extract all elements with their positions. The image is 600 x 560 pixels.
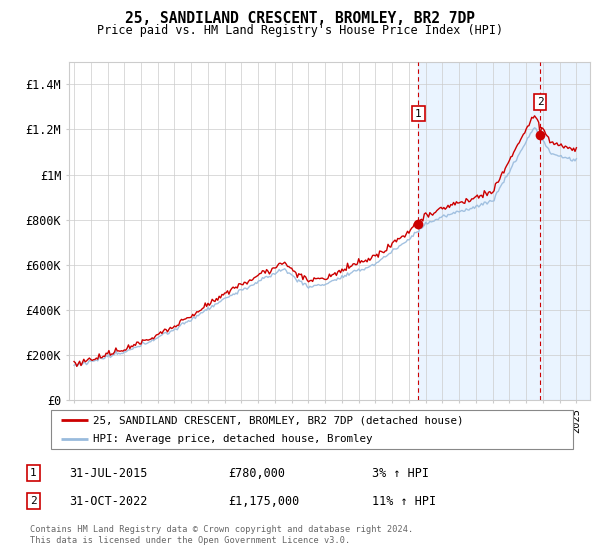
Text: Contains HM Land Registry data © Crown copyright and database right 2024.
This d: Contains HM Land Registry data © Crown c…	[30, 525, 413, 545]
Text: 2: 2	[30, 496, 37, 506]
Text: 1: 1	[415, 109, 422, 119]
Text: 25, SANDILAND CRESCENT, BROMLEY, BR2 7DP (detached house): 25, SANDILAND CRESCENT, BROMLEY, BR2 7DP…	[93, 415, 463, 425]
Text: 2: 2	[536, 97, 544, 108]
Text: 1: 1	[30, 468, 37, 478]
FancyBboxPatch shape	[50, 410, 574, 449]
Text: 31-OCT-2022: 31-OCT-2022	[69, 494, 148, 508]
Text: £780,000: £780,000	[228, 466, 285, 480]
Text: 3% ↑ HPI: 3% ↑ HPI	[372, 466, 429, 480]
Text: Price paid vs. HM Land Registry's House Price Index (HPI): Price paid vs. HM Land Registry's House …	[97, 24, 503, 37]
Text: £1,175,000: £1,175,000	[228, 494, 299, 508]
Bar	[418, 62, 600, 400]
Text: HPI: Average price, detached house, Bromley: HPI: Average price, detached house, Brom…	[93, 435, 373, 445]
Text: 25, SANDILAND CRESCENT, BROMLEY, BR2 7DP: 25, SANDILAND CRESCENT, BROMLEY, BR2 7DP	[125, 11, 475, 26]
Text: 11% ↑ HPI: 11% ↑ HPI	[372, 494, 436, 508]
Text: 31-JUL-2015: 31-JUL-2015	[69, 466, 148, 480]
